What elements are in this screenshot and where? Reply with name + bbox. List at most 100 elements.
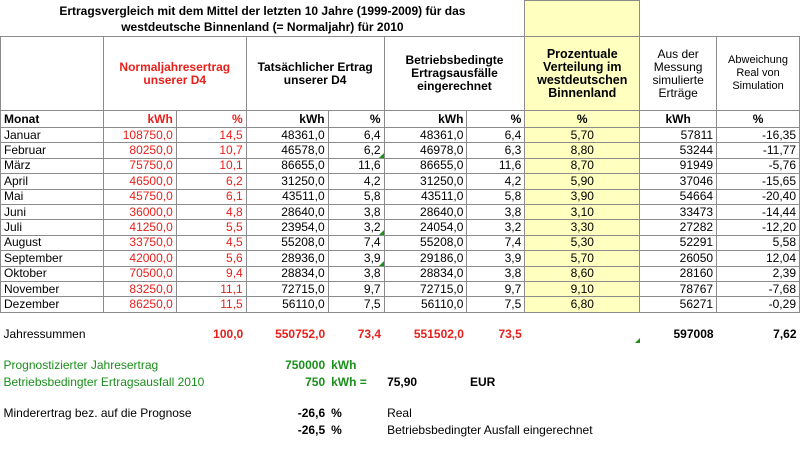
- month-cell: März: [0, 157, 104, 175]
- sums-actual-pct: 73,4: [357, 327, 382, 342]
- header-normal-line1: Normaljahresertrag: [119, 59, 231, 74]
- month-cell: Oktober: [0, 265, 104, 282]
- table-row: Oktober 70500,0 9,4 28834,0 3,8 28834,0 3,8 8,6…: [0, 265, 800, 282]
- normal-pct-cell: 4,8: [175, 203, 247, 221]
- actual-kwh-cell: 72715,0: [245, 280, 329, 298]
- minder-value-real: -26,6: [297, 406, 326, 421]
- sim-kwh-cell: 91949: [639, 157, 718, 175]
- normal-kwh-cell: 45750,0: [102, 188, 177, 205]
- prozent-cell: 3,30: [524, 219, 641, 236]
- sim-kwh-cell: 54664: [639, 188, 718, 205]
- betrieb-kwh-cell: 29186,0: [383, 250, 468, 267]
- normal-pct-cell: 5,5: [175, 219, 247, 236]
- header-betrieb-line2: Ertragsausfälle: [411, 66, 498, 80]
- abw-cell: -14,44: [716, 203, 800, 221]
- col-prozent-pct: %: [524, 110, 641, 128]
- betrieb-pct-cell: 6,4: [466, 126, 526, 144]
- betrieb-pct-cell: 3,9: [466, 250, 526, 267]
- header-betrieb-line1: Betriebsbedingte: [405, 53, 504, 67]
- betrieb-kwh-cell: 48361,0: [383, 126, 468, 144]
- header-mess-line2: Messung: [653, 59, 703, 74]
- col-normal-kwh: kWh: [102, 110, 177, 128]
- header-abw-line3: Simulation: [732, 80, 784, 92]
- normal-pct-cell: 6,2: [175, 173, 247, 190]
- actual-kwh-cell: 31250,0: [245, 173, 329, 190]
- ausfall-value: 750: [305, 375, 326, 390]
- actual-kwh-cell: 55208,0: [245, 234, 329, 252]
- betrieb-kwh-cell: 56110,0: [383, 296, 468, 313]
- prozent-cell: 5,70: [524, 250, 641, 267]
- sums-betrieb-pct: 73,5: [498, 327, 522, 342]
- prozent-cell: 8,70: [524, 157, 641, 175]
- yellow-header-cell: [524, 0, 641, 19]
- betrieb-kwh-cell: 31250,0: [383, 173, 468, 190]
- normal-pct-cell: 6,1: [175, 188, 247, 205]
- normal-kwh-cell: 41250,0: [102, 219, 177, 236]
- normal-pct-cell: 11,5: [175, 296, 247, 313]
- month-cell: Mai: [0, 188, 104, 205]
- month-cell: Januar: [0, 126, 104, 144]
- normal-pct-cell: 4,5: [175, 234, 247, 252]
- normal-pct-cell: 5,6: [175, 250, 247, 267]
- normal-kwh-cell: 36000,0: [102, 203, 177, 221]
- prozent-cell: 5,90: [524, 173, 641, 190]
- prozent-cell: 6,80: [524, 296, 641, 313]
- abw-cell: 5,58: [716, 234, 800, 252]
- sums-normal-pct: 100,0: [213, 327, 244, 342]
- ausfall-euro: 75,90: [387, 375, 418, 390]
- sums-sim-kwh: 597008: [673, 327, 714, 342]
- actual-pct-cell: 11,6: [327, 157, 385, 175]
- actual-kwh-cell: 56110,0: [245, 296, 329, 313]
- normal-pct-cell: 11,1: [175, 280, 247, 298]
- col-betrieb-kwh: kWh: [383, 110, 468, 128]
- sums-abw: 7,62: [773, 327, 797, 342]
- header-prozent: Prozentuale Verteilung im westdeutschen …: [524, 36, 641, 111]
- table-row: September 42000,0 5,6 28936,0 3,9 29186,0 3,9 5…: [0, 250, 800, 267]
- betrieb-kwh-cell: 72715,0: [383, 280, 468, 298]
- normal-kwh-cell: 70500,0: [102, 265, 177, 282]
- title-line-1: Ertragsvergleich mit dem Mittel der letz…: [59, 4, 466, 18]
- month-cell: August: [0, 234, 104, 252]
- prognose-unit: kWh: [331, 358, 357, 373]
- prozent-cell: 8,80: [524, 142, 641, 159]
- normal-pct-cell: 10,1: [175, 157, 247, 175]
- actual-kwh-cell: 43511,0: [245, 188, 329, 205]
- actual-pct-cell: 3,8: [327, 203, 385, 221]
- ausfall-unit: kWh =: [331, 375, 367, 390]
- table-row: Mai 45750,0 6,1 43511,0 5,8 43511,0 5,8 3,90 546…: [0, 188, 800, 205]
- normal-kwh-cell: 33750,0: [102, 234, 177, 252]
- betrieb-pct-cell: 3,2: [466, 219, 526, 236]
- header-prozent-line3: westdeutschen: [537, 72, 628, 87]
- minder-note-betrieb: Betriebsbedingter Ausfall eingerechnet: [387, 423, 593, 438]
- actual-kwh-cell: 46578,0: [245, 142, 329, 159]
- betrieb-pct-cell: 9,7: [466, 280, 526, 298]
- abw-cell: -7,68: [716, 280, 800, 298]
- minder-pct-betrieb: %: [331, 423, 342, 438]
- normal-kwh-cell: 42000,0: [102, 250, 177, 267]
- minder-value-betrieb: -26,5: [297, 423, 326, 438]
- betrieb-pct-cell: 7,5: [466, 296, 526, 313]
- actual-kwh-cell: 86655,0: [245, 157, 329, 175]
- sim-kwh-cell: 57811: [639, 126, 718, 144]
- table-row: Juli 41250,0 5,5 23954,0 3,2 24054,0 3,2 3,30 27…: [0, 219, 800, 236]
- header-normal-line2: unserer D4: [143, 72, 207, 87]
- actual-kwh-cell: 28936,0: [245, 250, 329, 267]
- col-abw-pct: %: [716, 110, 800, 128]
- sim-kwh-cell: 56271: [639, 296, 718, 313]
- table-row: April 46500,0 6,2 31250,0 4,2 31250,0 4,2 5,90 3…: [0, 173, 800, 190]
- header-mess-line3: simulierte: [652, 72, 704, 87]
- col-betrieb-pct: %: [466, 110, 526, 128]
- betrieb-pct-cell: 7,4: [466, 234, 526, 252]
- abw-cell: -20,40: [716, 188, 800, 205]
- header-prozent-line4: Binnenland: [548, 85, 617, 100]
- actual-kwh-cell: 28640,0: [245, 203, 329, 221]
- prozent-cell: 9,10: [524, 280, 641, 298]
- sim-kwh-cell: 78767: [639, 280, 718, 298]
- betrieb-kwh-cell: 28834,0: [383, 265, 468, 282]
- abw-cell: 2,39: [716, 265, 800, 282]
- col-actual-kwh: kWh: [245, 110, 329, 128]
- minder-label: Minderertrag bez. auf die Prognose: [3, 406, 192, 421]
- month-cell: Februar: [0, 142, 104, 159]
- minder-pct-real: %: [331, 406, 342, 421]
- normal-pct-cell: 14,5: [175, 126, 247, 144]
